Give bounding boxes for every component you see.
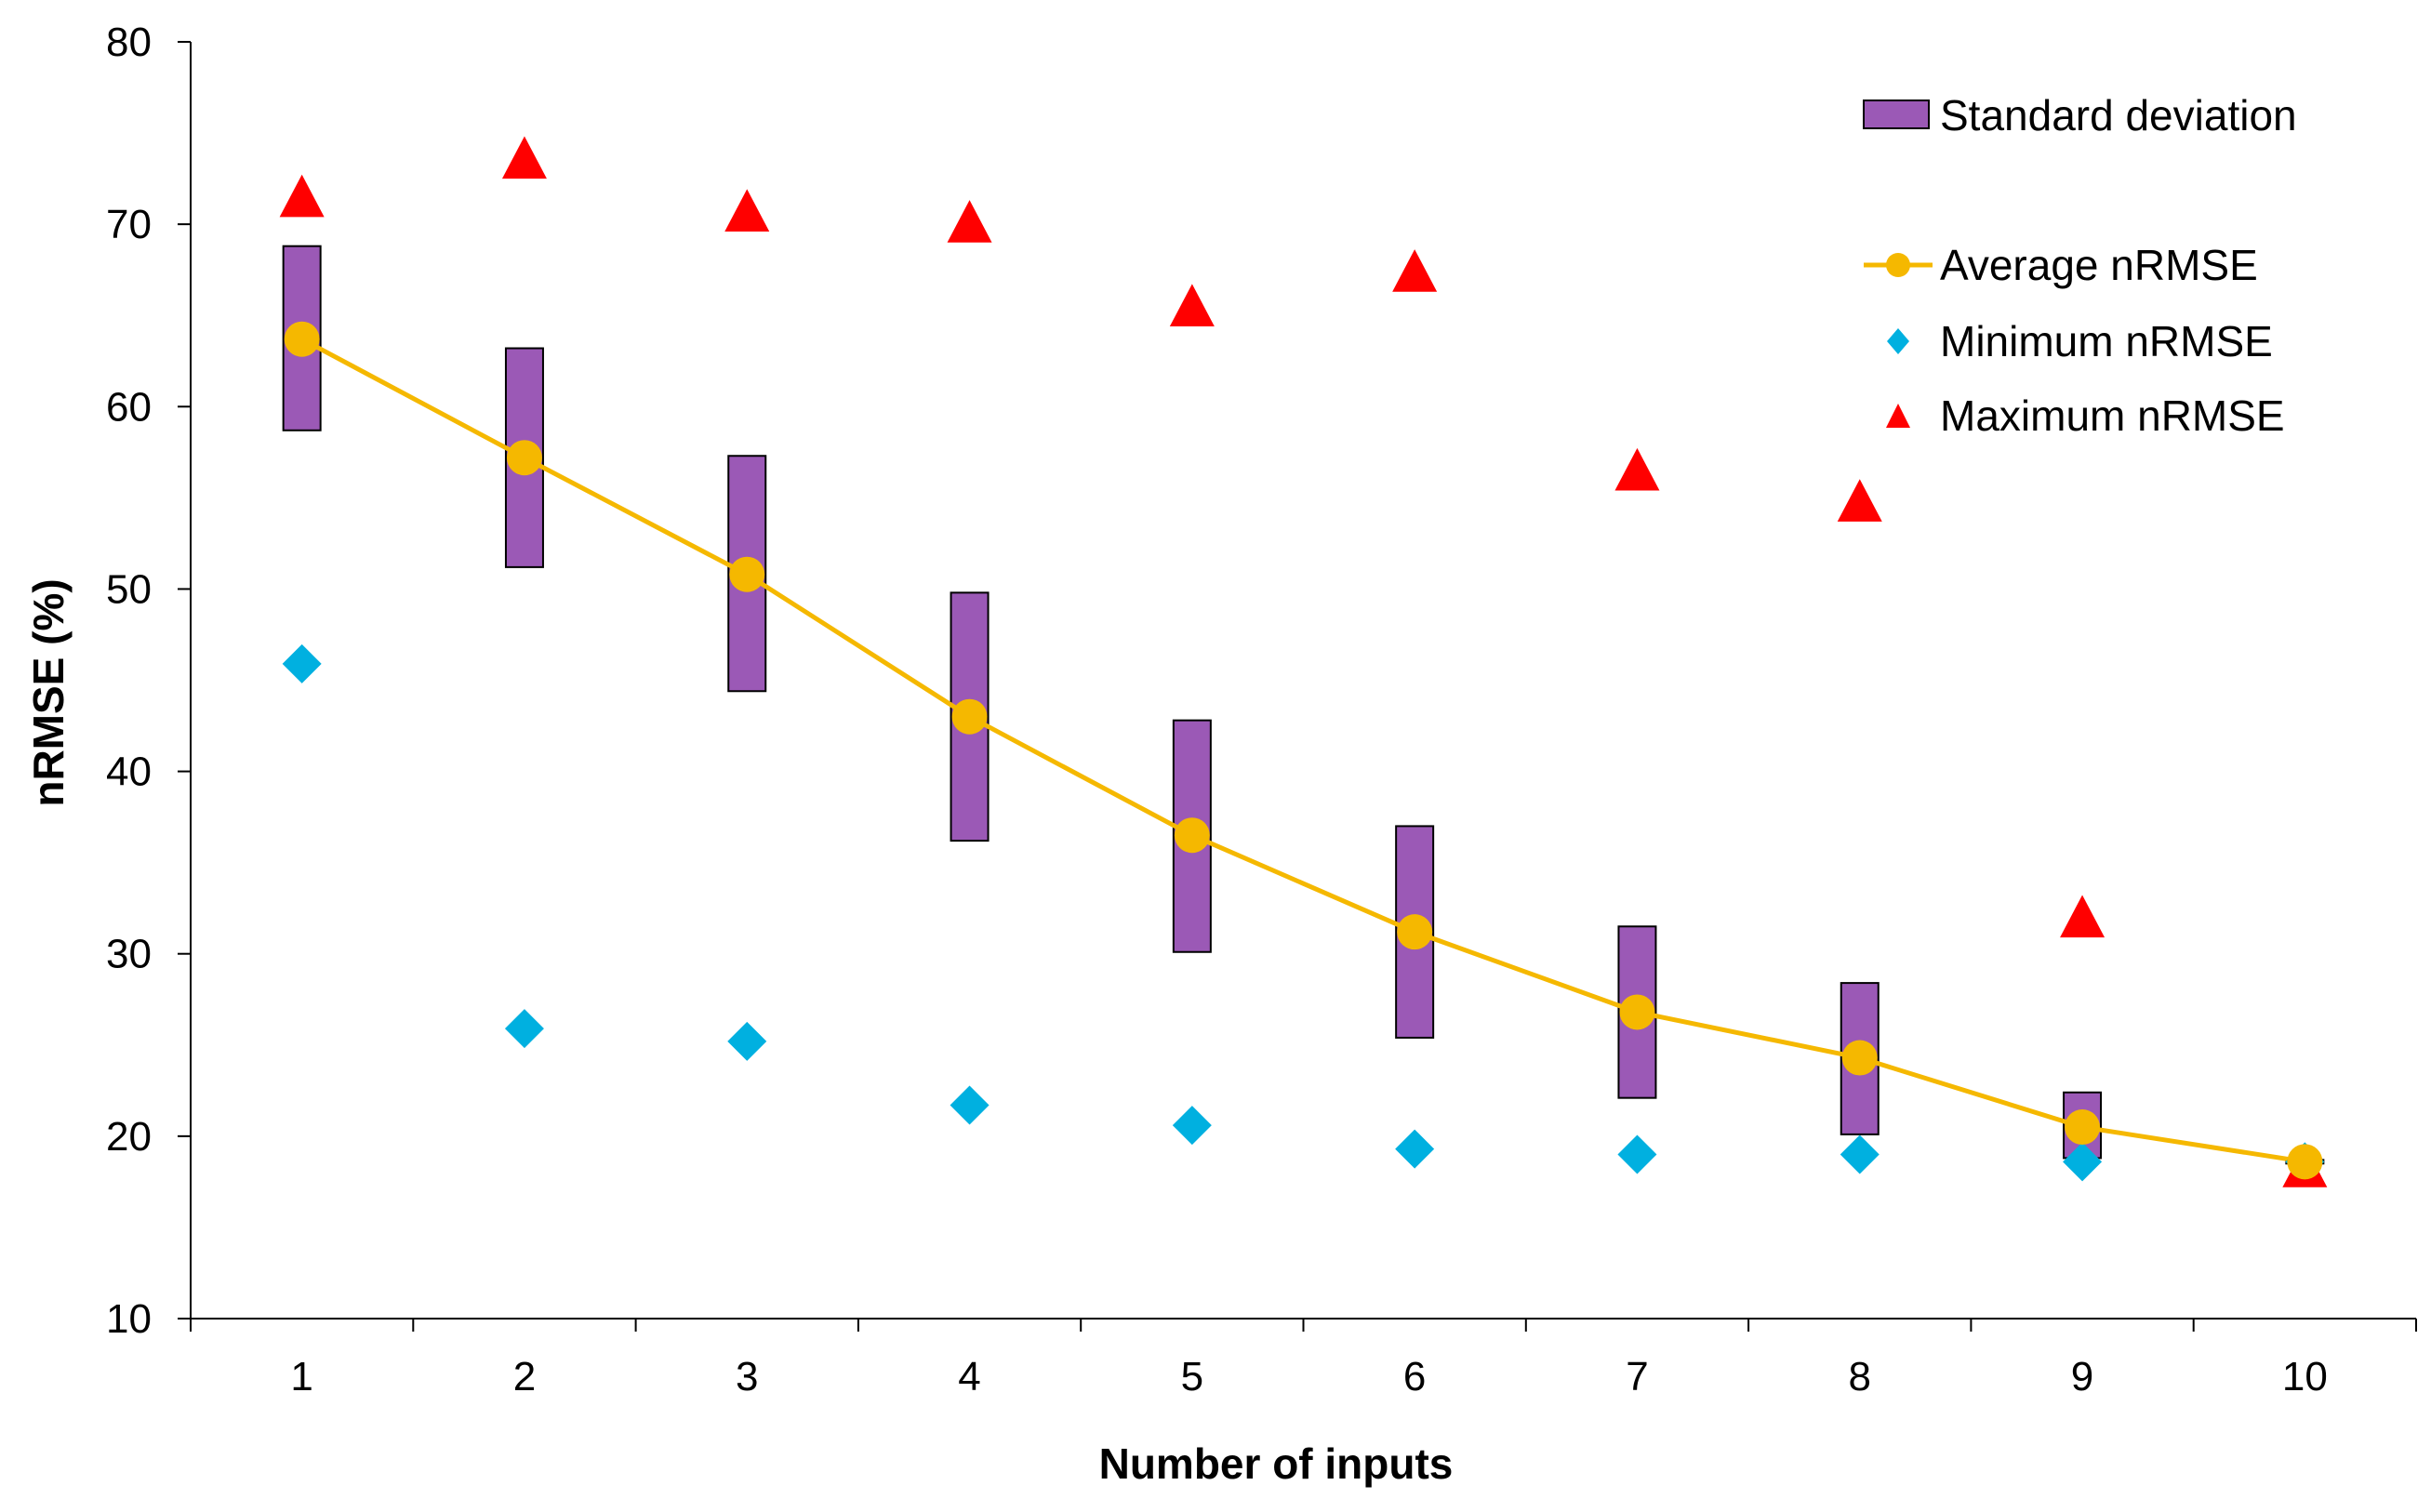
min-marker	[1172, 1106, 1212, 1146]
axes: 10 20 30 40 50 60 70 80 1 2 3 4 5 6 7 8 9 10	[106, 20, 2417, 1399]
avg-marker	[506, 440, 542, 476]
min-markers	[282, 643, 2325, 1182]
legend-min-marker	[1887, 328, 1909, 354]
x-tick-label: 3	[736, 1354, 758, 1399]
min-marker	[504, 1009, 544, 1049]
y-tick-label: 10	[106, 1296, 152, 1342]
y-tick-label: 40	[106, 749, 152, 795]
avg-markers	[284, 321, 2323, 1180]
x-tick-label: 9	[2071, 1354, 2093, 1399]
avg-marker	[1397, 914, 1433, 950]
x-tick-label: 8	[1849, 1354, 1871, 1399]
avg-marker	[1841, 1040, 1878, 1076]
min-marker	[1395, 1129, 1435, 1169]
legend-max-marker	[1886, 404, 1910, 428]
legend-avg-marker	[1886, 253, 1910, 277]
avg-marker	[729, 556, 765, 592]
max-markers	[279, 136, 2328, 1187]
max-marker	[1169, 284, 1215, 327]
avg-marker	[2287, 1144, 2323, 1180]
avg-marker	[1174, 817, 1210, 854]
min-marker	[727, 1021, 767, 1061]
legend-std-label: Standard deviation	[1940, 91, 2297, 139]
legend-max-label: Maximum nRMSE	[1940, 391, 2285, 440]
min-marker	[282, 643, 322, 683]
y-tick-label: 20	[106, 1114, 152, 1160]
x-tick-label: 2	[513, 1354, 536, 1399]
std-bars	[282, 245, 2325, 1165]
x-tick-label: 1	[290, 1354, 312, 1399]
y-tick-label: 50	[106, 566, 152, 612]
min-marker	[950, 1085, 990, 1125]
x-tick-label: 4	[958, 1354, 980, 1399]
x-tick-label: 6	[1403, 1354, 1426, 1399]
avg-marker	[951, 698, 988, 735]
legend-avg-label: Average nRMSE	[1940, 241, 2258, 289]
max-marker	[501, 136, 547, 179]
max-marker	[947, 200, 992, 243]
max-marker	[1837, 479, 1882, 522]
max-marker	[1614, 447, 1660, 491]
x-tick-label: 5	[1181, 1354, 1203, 1399]
legend-min-label: Minimum nRMSE	[1940, 317, 2273, 365]
legend: Standard deviation Average nRMSE Minimum…	[1863, 91, 2297, 440]
avg-line	[300, 337, 2305, 1164]
x-tick-label: 7	[1626, 1354, 1648, 1399]
avg-marker	[284, 321, 320, 357]
y-tick-label: 30	[106, 932, 152, 977]
max-marker	[2060, 895, 2106, 938]
max-marker	[279, 174, 325, 218]
y-tick-label: 70	[106, 202, 152, 247]
y-tick-label: 60	[106, 384, 152, 430]
x-tick-label: 10	[2282, 1354, 2328, 1399]
min-marker	[1840, 1134, 1880, 1174]
avg-marker	[2065, 1109, 2101, 1146]
legend-std-swatch	[1863, 99, 1930, 129]
x-axis-title: Number of inputs	[1099, 1439, 1454, 1488]
avg-marker	[1619, 994, 1655, 1030]
min-marker	[1617, 1134, 1657, 1174]
min-marker	[2063, 1142, 2103, 1182]
y-tick-label: 80	[106, 20, 152, 65]
max-marker	[724, 189, 770, 232]
avg-line-path	[300, 337, 2305, 1164]
max-marker	[1392, 249, 1438, 292]
y-axis-title: nRMSE (%)	[24, 578, 73, 806]
